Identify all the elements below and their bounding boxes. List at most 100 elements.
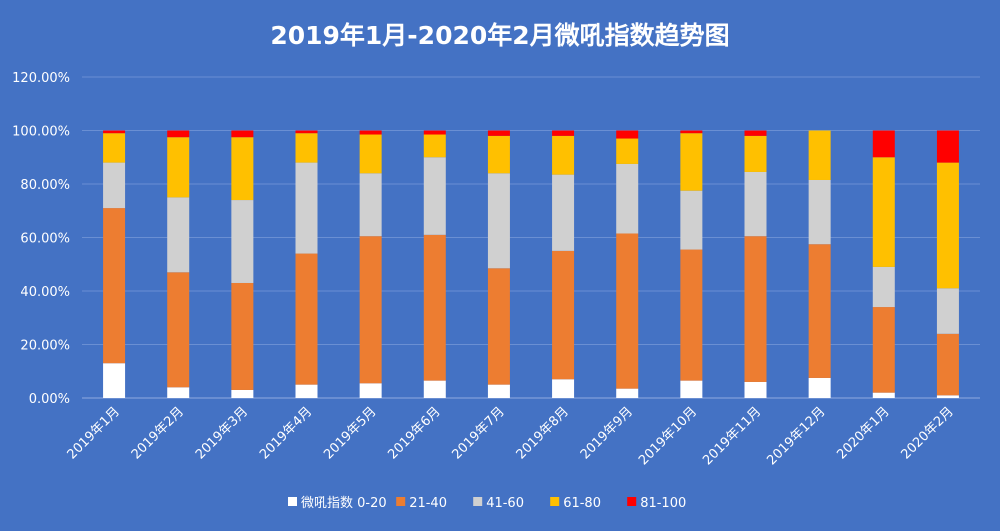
bars (103, 130, 959, 398)
x-tick-label: 2019年9月 (578, 404, 636, 462)
bar-segment (359, 173, 382, 237)
y-tick-label: 20.00% (20, 339, 70, 354)
bar-segment (231, 200, 254, 283)
bar-segment (552, 130, 575, 136)
legend-label: 81-100 (640, 496, 686, 511)
y-tick-label: 40.00% (20, 285, 70, 300)
bar-segment (167, 387, 190, 398)
bar-segment (680, 130, 703, 134)
legend-label: 微吼指数 0-20 (301, 496, 387, 511)
bar-segment (936, 395, 959, 398)
x-tick-label: 2019年10月 (636, 404, 700, 468)
bar-segment (487, 135, 510, 174)
bar-segment (423, 234, 446, 381)
bar-segment (680, 380, 703, 398)
bar-segment (808, 179, 831, 245)
bar-segment (487, 268, 510, 385)
bar-segment (552, 135, 575, 175)
bar-segment (103, 130, 126, 134)
bar-segment (616, 388, 639, 398)
bar-segment (744, 135, 767, 172)
legend-label: 61-80 (563, 496, 601, 511)
y-tick-label: 100.00% (12, 125, 70, 140)
y-tick-label: 60.00% (20, 232, 70, 247)
x-axis-ticks: 2019年1月 2019年2月 2019年3月 2019年4月 2019年5月 2019年… (65, 404, 957, 468)
bar-segment (231, 389, 254, 398)
x-tick-label: 2019年2月 (129, 404, 187, 462)
x-tick-label: 2019年4月 (257, 404, 315, 462)
x-tick-label: 2019年11月 (700, 404, 764, 468)
x-tick-label: 2019年6月 (385, 404, 443, 462)
bar-segment (616, 163, 639, 234)
legend-label: 21-40 (409, 496, 447, 511)
bar-segment (616, 130, 639, 139)
legend-swatch (627, 497, 637, 506)
y-tick-label: 0.00% (29, 392, 70, 407)
bar-segment (872, 157, 895, 267)
legend-label: 41-60 (486, 496, 524, 511)
bar-segment (744, 236, 767, 382)
bar-segment (872, 392, 895, 398)
y-axis-ticks: 0.00% 20.00% 40.00% 60.00% 80.00% 100.00% 120.… (12, 71, 70, 407)
bar-segment (680, 133, 703, 191)
bar-segment (680, 190, 703, 250)
bar-segment (231, 130, 254, 138)
bar-segment (423, 157, 446, 235)
bar-segment (167, 137, 190, 198)
bar-segment (167, 130, 190, 138)
bar-segment (680, 249, 703, 381)
bar-segment (359, 383, 382, 398)
bar-segment (808, 130, 831, 180)
legend: 微吼指数 0-20 21-40 41-60 61-80 81-100 (288, 496, 686, 511)
x-tick-label: 2019年3月 (193, 404, 251, 462)
bar-segment (744, 381, 767, 398)
bar-segment (808, 377, 831, 398)
bar-segment (616, 138, 639, 164)
y-tick-label: 120.00% (12, 71, 70, 86)
bar-segment (487, 130, 510, 136)
x-tick-label: 2019年7月 (450, 404, 508, 462)
x-tick-label: 2019年12月 (764, 404, 828, 468)
bar-segment (231, 137, 254, 201)
bar-segment (167, 197, 190, 273)
bar-segment (295, 384, 318, 398)
bar-segment (231, 282, 254, 390)
bar-segment (872, 307, 895, 393)
x-tick-label: 2020年2月 (899, 404, 957, 462)
bar-segment (103, 208, 126, 364)
bar-segment (423, 134, 446, 158)
bar-segment (295, 253, 318, 385)
bar-segment (936, 333, 959, 396)
bar-segment (808, 244, 831, 378)
bar-segment (552, 379, 575, 398)
bar-segment (359, 236, 382, 384)
legend-swatch (473, 497, 483, 506)
bar-segment (423, 380, 446, 398)
x-tick-label: 2019年1月 (65, 404, 123, 462)
bar-segment (295, 162, 318, 254)
bar-segment (423, 130, 446, 135)
bar-segment (744, 130, 767, 136)
bar-segment (936, 130, 959, 163)
bar-segment (936, 162, 959, 289)
bar-segment (359, 130, 382, 135)
bar-segment (103, 133, 126, 163)
bar-segment (487, 384, 510, 398)
x-tick-label: 2020年1月 (834, 404, 892, 462)
legend-swatch (396, 497, 406, 506)
bar-segment (167, 272, 190, 388)
bar-segment (552, 250, 575, 380)
chart-title: 2019年1月-2020年2月微吼指数趋势图 (270, 21, 729, 50)
bar-segment (103, 363, 126, 398)
bar-segment (744, 171, 767, 237)
x-tick-label: 2019年5月 (321, 404, 379, 462)
bar-segment (616, 233, 639, 389)
bar-segment (872, 130, 895, 158)
bar-segment (295, 133, 318, 163)
bar-segment (487, 173, 510, 269)
bar-segment (936, 288, 959, 334)
bar-segment (552, 174, 575, 251)
grid-lines (82, 76, 980, 399)
